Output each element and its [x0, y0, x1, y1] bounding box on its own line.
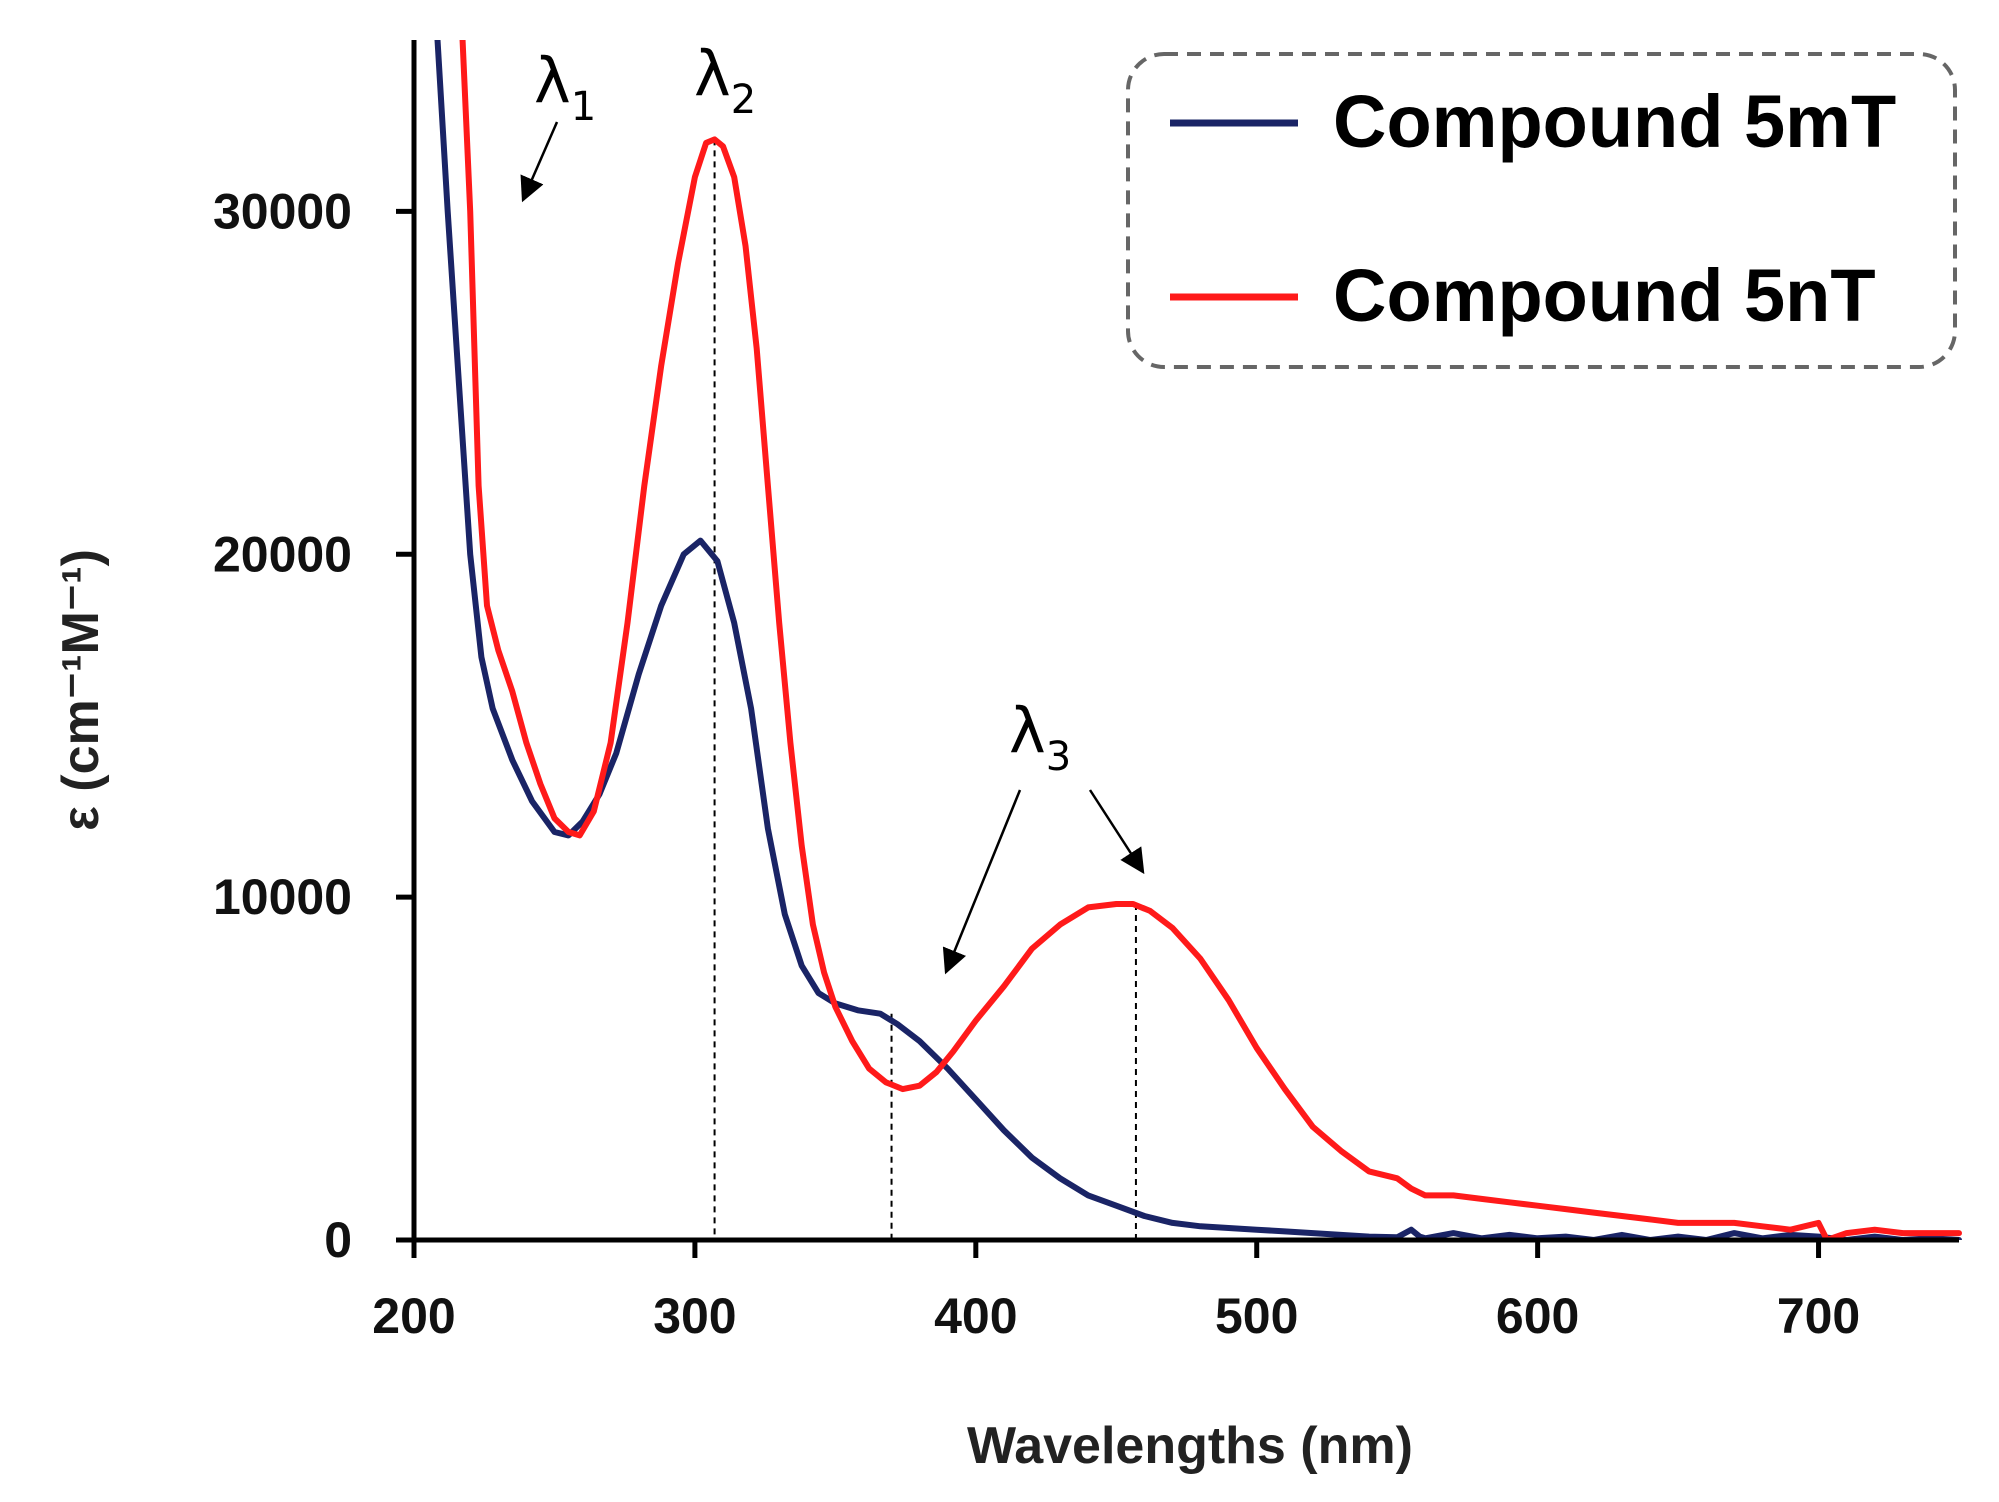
- lambda-1-symbol: λ: [534, 44, 571, 117]
- y-tick-label: 30000: [213, 183, 352, 239]
- x-tick-label: 300: [653, 1288, 736, 1344]
- x-ticks: 200 300 400 500 600 700: [372, 1240, 1860, 1344]
- y-ticks: 0 10000 20000 30000: [213, 183, 414, 1268]
- legend-frame: [1126, 52, 1957, 369]
- x-tick-label: 200: [372, 1288, 455, 1344]
- x-tick-label: 700: [1777, 1288, 1860, 1344]
- ref-lines: [713, 139, 1137, 1240]
- lambda-1-subscript: 1: [571, 84, 596, 130]
- y-tick-label: 20000: [213, 526, 352, 582]
- lambda-2-label: λ2: [694, 37, 756, 123]
- x-tick-label: 600: [1496, 1288, 1579, 1344]
- legend: Compound 5mT Compound 5nT: [1126, 52, 1957, 369]
- y-tick-label: 10000: [213, 869, 352, 925]
- x-tick-label: 400: [934, 1288, 1017, 1344]
- legend-label-5nT: Compound 5nT: [1333, 254, 1876, 337]
- lambda-3-symbol: λ: [1009, 694, 1046, 767]
- lambda-3-arrow-right: [1088, 789, 1145, 875]
- lambda-3-label: λ3: [1009, 694, 1071, 780]
- y-tick-label: 0: [324, 1212, 352, 1268]
- lambda-2-symbol: λ: [694, 37, 731, 110]
- series-line-compound-5nt: [459, 40, 1962, 1240]
- lambda-3-subscript: 3: [1046, 734, 1071, 780]
- x-axis-title: Wavelengths (nm): [967, 1417, 1413, 1475]
- lambda-2-subscript: 2: [731, 77, 756, 123]
- y-axis-title: ε (cm⁻¹M⁻¹): [52, 549, 110, 831]
- legend-label-5mT: Compound 5mT: [1333, 80, 1896, 163]
- lambda-3-arrow-left: [942, 789, 1022, 975]
- lambda-1-label: λ1: [534, 44, 596, 130]
- x-tick-label: 500: [1215, 1288, 1298, 1344]
- lambda-1-arrow: [520, 121, 559, 203]
